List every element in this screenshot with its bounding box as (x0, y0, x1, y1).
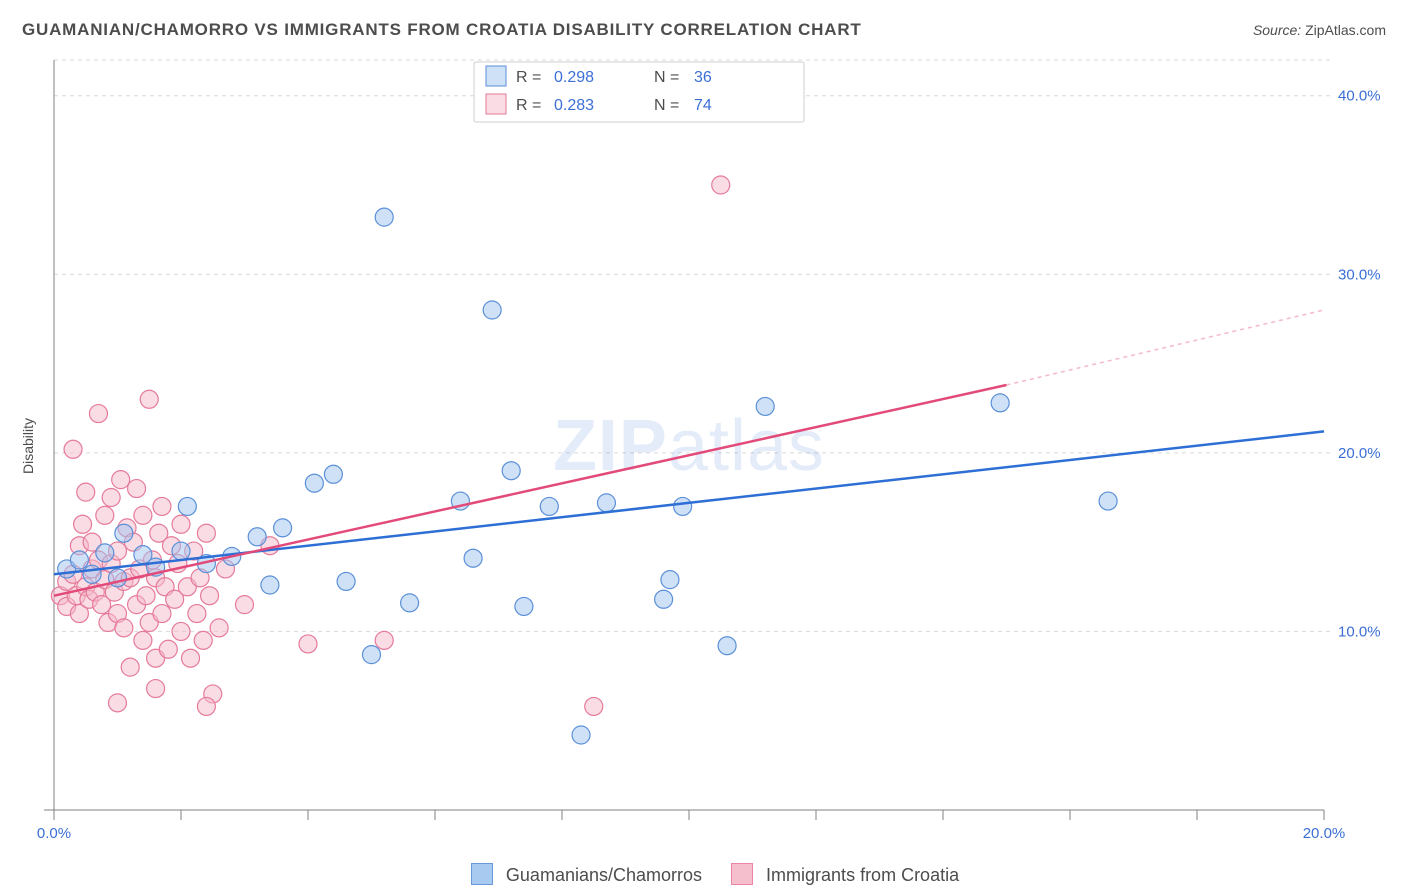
data-point (134, 631, 152, 649)
data-point (655, 590, 673, 608)
legend-label-guamanians: Guamanians/Chamorros (506, 865, 702, 885)
x-tick-label-max: 20.0% (1303, 825, 1346, 842)
data-point (375, 208, 393, 226)
data-point (1099, 492, 1117, 510)
data-point (178, 497, 196, 515)
svg-text:R =: R = (516, 69, 541, 86)
data-point (96, 506, 114, 524)
data-point (201, 587, 219, 605)
data-point (64, 440, 82, 458)
gridlines (54, 60, 1334, 631)
data-point (756, 397, 774, 415)
y-axis-label: Disability (20, 418, 36, 474)
svg-text:74: 74 (694, 97, 712, 114)
data-point (109, 694, 127, 712)
svg-text:R =: R = (516, 97, 541, 114)
data-point (115, 619, 133, 637)
data-point (483, 301, 501, 319)
svg-text:N =: N = (654, 97, 679, 114)
data-point (718, 637, 736, 655)
data-point (661, 571, 679, 589)
legend-swatch-guamanians (471, 863, 493, 885)
data-point (324, 465, 342, 483)
data-point (236, 596, 254, 614)
svg-text:40.0%: 40.0% (1338, 88, 1381, 105)
data-point (153, 497, 171, 515)
legend-label-croatia: Immigrants from Croatia (766, 865, 959, 885)
data-point (674, 497, 692, 515)
watermark: ZIPatlas (553, 406, 825, 486)
data-point (102, 489, 120, 507)
data-point (337, 572, 355, 590)
data-point (299, 635, 317, 653)
data-point (188, 605, 206, 623)
chart-title: GUAMANIAN/CHAMORRO VS IMMIGRANTS FROM CR… (22, 20, 862, 40)
correlation-legend: R = 0.298 N = 36 R = 0.283 N = 74 (474, 62, 804, 122)
data-point (159, 640, 177, 658)
series-legend: Guamanians/Chamorros Immigrants from Cro… (0, 863, 1406, 886)
source-label: Source: (1253, 22, 1305, 38)
data-point (597, 494, 615, 512)
data-point (96, 544, 114, 562)
data-point (261, 576, 279, 594)
data-point (197, 697, 215, 715)
data-point (74, 515, 92, 533)
data-point (182, 649, 200, 667)
data-point (375, 631, 393, 649)
data-point (991, 394, 1009, 412)
data-point (363, 646, 381, 664)
data-point (515, 597, 533, 615)
trend-line-croatia (54, 385, 1007, 596)
svg-text:36: 36 (694, 69, 712, 86)
data-point (305, 474, 323, 492)
legend-swatch-croatia (731, 863, 753, 885)
data-point (70, 551, 88, 569)
x-tick-label-min: 0.0% (37, 825, 71, 842)
chart-header: GUAMANIAN/CHAMORRO VS IMMIGRANTS FROM CR… (0, 0, 1406, 40)
data-point (83, 565, 101, 583)
x-ticks (54, 810, 1324, 820)
source-attribution: Source: ZipAtlas.com (1253, 22, 1386, 38)
svg-text:N =: N = (654, 69, 679, 86)
data-point (274, 519, 292, 537)
data-point (172, 515, 190, 533)
data-point (210, 619, 228, 637)
data-point (712, 176, 730, 194)
legend-swatch (486, 94, 506, 114)
data-point (197, 524, 215, 542)
data-point (77, 483, 95, 501)
chart-svg: 10.0%20.0%30.0%40.0% ZIPatlas R = 0.298N… (44, 50, 1334, 840)
trend-extrapolation-croatia (1007, 310, 1325, 385)
data-point (137, 587, 155, 605)
data-point (401, 594, 419, 612)
data-point (194, 631, 212, 649)
svg-text:30.0%: 30.0% (1338, 266, 1381, 283)
data-point (172, 622, 190, 640)
data-point (112, 471, 130, 489)
data-point (121, 658, 139, 676)
plot-area: 10.0%20.0%30.0%40.0% ZIPatlas R = 0.298N… (44, 50, 1334, 840)
source-value: ZipAtlas.com (1305, 22, 1386, 38)
data-point (115, 524, 133, 542)
svg-text:0.283: 0.283 (554, 97, 594, 114)
svg-text:10.0%: 10.0% (1338, 623, 1381, 640)
data-point (572, 726, 590, 744)
svg-text:20.0%: 20.0% (1338, 445, 1381, 462)
y-tick-labels: 10.0% 20.0% 30.0% 40.0% (1338, 88, 1381, 641)
data-point (134, 506, 152, 524)
data-point (464, 549, 482, 567)
data-point (128, 480, 146, 498)
svg-text:0.298: 0.298 (554, 69, 594, 86)
data-point (89, 405, 107, 423)
data-point (172, 542, 190, 560)
data-point (585, 697, 603, 715)
data-point (540, 497, 558, 515)
data-point (248, 528, 266, 546)
data-point (147, 680, 165, 698)
data-point (153, 605, 171, 623)
data-point (502, 462, 520, 480)
data-point (140, 390, 158, 408)
legend-swatch (486, 66, 506, 86)
